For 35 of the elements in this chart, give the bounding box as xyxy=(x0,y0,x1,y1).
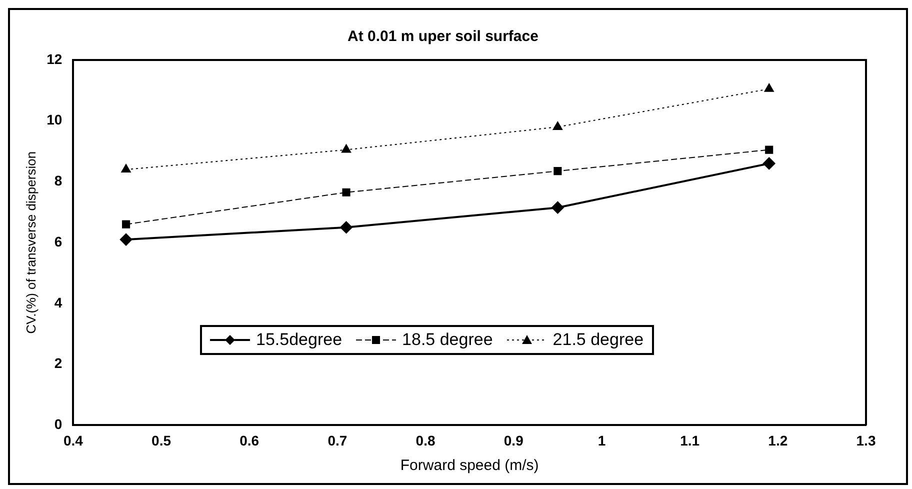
x-tick-label: 1.2 xyxy=(768,432,788,448)
legend-label: 21.5 degree xyxy=(552,330,644,350)
point xyxy=(764,83,774,92)
point xyxy=(765,146,774,154)
x-tick-label: 0.8 xyxy=(416,432,436,448)
point xyxy=(552,121,563,130)
chart-title: At 0.01 m uper soil surface xyxy=(348,28,538,46)
x-tick-label: 0.7 xyxy=(328,432,348,448)
y-axis-title: CV.(%) of transverse dispersion xyxy=(23,151,38,334)
point xyxy=(342,188,350,196)
point xyxy=(340,221,352,234)
x-tick-label: 1.3 xyxy=(856,432,876,448)
y-tick-label: 4 xyxy=(54,294,62,310)
point xyxy=(341,144,352,153)
point xyxy=(554,167,562,176)
point xyxy=(763,157,776,170)
x-tick-label: 0.4 xyxy=(63,432,84,448)
y-tick-label: 12 xyxy=(46,50,62,67)
x-tick-label: 1 xyxy=(598,432,606,448)
y-tick-label: 6 xyxy=(54,233,62,250)
x-tick-label: 0.5 xyxy=(152,432,172,448)
y-tick-label: 8 xyxy=(54,172,62,189)
x-tick-label: 1.1 xyxy=(680,432,700,448)
y-tick-label: 2 xyxy=(54,355,62,372)
y-tick-label: 0 xyxy=(54,416,62,432)
legend-label: 18.5 degree xyxy=(402,330,493,350)
point xyxy=(552,202,564,214)
y-tick-label: 10 xyxy=(46,112,62,128)
x-tick-label: 0.6 xyxy=(240,432,260,448)
point xyxy=(120,234,132,246)
point xyxy=(122,220,130,228)
point xyxy=(121,164,131,173)
x-axis-title: Forward speed (m/s) xyxy=(400,457,539,474)
x-tick-label: 0.9 xyxy=(504,432,524,448)
legend-label: 15.5degree xyxy=(256,330,342,350)
